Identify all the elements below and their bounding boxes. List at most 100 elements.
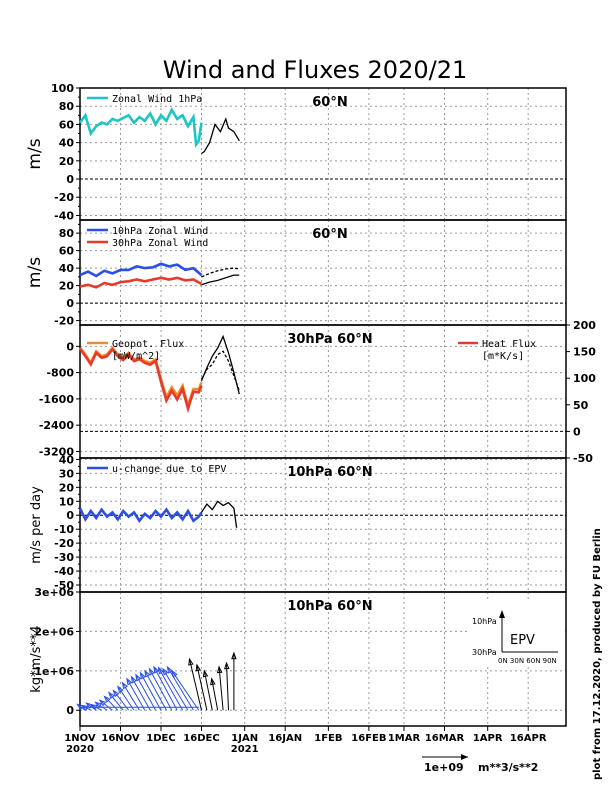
inset-arrow-head [499,610,505,618]
ep-vector [144,670,167,711]
x-tick-label: 1FEB [314,733,342,744]
inset-ylabel: 30hPa [472,648,497,657]
scale-arrow-units: m**3/s**2 [478,761,538,774]
y-tick-label: -2400 [39,419,75,432]
ep-vector [157,667,184,711]
ep-vector-forecast [203,670,213,711]
ep-vector-head [144,669,151,678]
ep-vector-head [112,689,120,698]
y-tick-label: 40 [59,453,75,466]
x-tick-label: 16JAN [268,733,302,744]
ep-vector-head [80,704,89,711]
y-tick-label: 0 [66,704,74,717]
y-tick-label: -40 [54,209,74,222]
ep-vector [99,699,113,711]
x-tick-label: 16FEB [351,733,386,744]
ep-vector-head [171,669,178,678]
y-tick-label: -10 [54,523,74,536]
panel-frame [79,591,567,727]
y2-tick-label: 150 [573,346,596,359]
ep-vector-head [195,663,201,672]
ep-vector-head [107,691,115,700]
ep-vector-head [126,677,133,686]
y-tick-label: -20 [54,537,74,550]
y-tick-label: 0 [66,509,74,522]
ep-vector [104,696,119,711]
ep-vector-head [166,665,173,674]
ep-vector-forecast [218,666,224,711]
legend-units: [mW/m^2] [112,351,160,362]
x-tick-label: 1DEC [146,733,175,744]
panel-2: -20 0 20 40 60 80 60°N m/s 10hPa Zonal Wind30hPa… [25,219,567,328]
forecast-line [201,274,240,286]
x-tick-label: 16MAR [425,733,465,744]
ep-vector-head [148,667,155,676]
ep-vector [130,676,151,711]
y-tick-label: 100 [51,82,74,95]
ep-vector-head [162,667,169,676]
scale-arrow: 1e+09 m**3/s**2 [422,754,538,774]
ep-vector-head [85,702,93,709]
series-line-2 [78,347,203,414]
y-tick-label: -800 [46,367,74,380]
ep-vector [148,668,173,711]
ep-vector-forecast [226,662,229,711]
legend-label: 30hPa Zonal Wind [112,238,208,249]
y2-tick-label: 0 [573,425,581,438]
ep-vector-head [202,669,209,678]
inset-box [470,602,562,664]
ep-vector-forecast [189,658,202,711]
series-line-1 [78,507,203,524]
y2-tick-label: 50 [573,399,589,412]
y-tick-label: -30 [54,551,74,564]
panel-3: -3200 -2400 -1600 -800 0 200 150 100 50 0 -50 30hPa… [39,319,596,465]
ep-vector [77,703,86,711]
ep-vector-head [121,681,128,690]
ep-vector-head [157,666,164,675]
ep-vector-forecast [196,664,208,711]
panel-title: 60°N [312,95,347,110]
y-tick-label: 0 [66,297,74,310]
legend-units: [m*K/s] [482,351,524,362]
inset-ylabel: 10hPa [472,617,497,626]
legend-label: u-change due to EPV [112,464,226,475]
forecast-line [201,267,240,278]
legend-label: Geopot. Flux [112,339,184,350]
legend-label: Zonal Wind 1hPa [112,94,202,105]
x-axis: 1NOV 16NOV 1DEC 16DEC 1JAN 16JAN 1FEB 16FEB 1MAR… [64,726,547,755]
forecast-line [201,117,240,155]
y-tick-label: 80 [59,227,75,240]
x-year-label: 2021 [231,744,259,755]
y2-tick-label: -50 [573,452,593,465]
y-axis-label: m/s per day [29,486,44,564]
y-tick-label: -50 [54,579,74,592]
ep-vector-head [216,665,223,674]
x-tick-label: 1MAR [388,733,421,744]
panel-title: 30hPa 60°N [287,332,372,347]
y-tick-label: 3e+06 [34,586,74,599]
ep-vector-head [117,685,124,694]
panel-title: 10hPa 60°N [287,465,372,480]
y-tick-label: 20 [59,280,75,293]
x-tick-label: 16APR [510,733,547,744]
y-tick-label: 20 [59,155,75,168]
ep-vector-head [188,657,194,666]
x-tick-label: 1APR [473,733,503,744]
y-tick-label: -40 [54,565,74,578]
y2-tick-label: 200 [573,319,596,332]
ep-vector-head [98,699,107,707]
y-axis-label: m/s [25,138,45,169]
ep-vector-head [94,701,103,709]
legend-label: Heat Flux [482,339,536,350]
ep-vector [95,701,108,711]
figure-title: Wind and Fluxes 2020/21 [163,56,467,84]
series-line-1 [78,107,203,148]
x-tick-label: 16NOV [101,733,140,744]
panel-title: 60°N [312,227,347,242]
y-tick-label: 40 [59,137,75,150]
y-tick-label: -3200 [39,445,75,458]
y-tick-label: -1600 [39,393,75,406]
ep-vector-head [130,675,137,684]
